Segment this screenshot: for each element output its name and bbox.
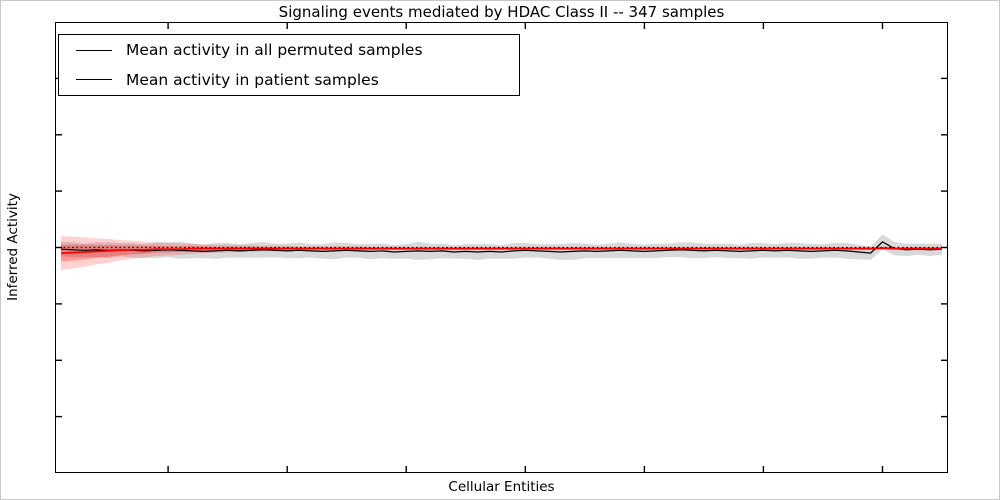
legend-item-permuted: Mean activity in all permuted samples — [59, 36, 519, 64]
legend-item-label: Mean activity in all permuted samples — [126, 41, 423, 60]
legend-item-patient: Mean activity in patient samples — [59, 66, 519, 94]
legend-line-swatch-black — [76, 49, 112, 51]
legend-item-label: Mean activity in patient samples — [126, 70, 379, 89]
x-axis-label: Cellular Entities — [448, 479, 555, 495]
legend: Mean activity in all permuted samples Me… — [58, 34, 520, 96]
chart-title: Signaling events mediated by HDAC Class … — [278, 3, 725, 21]
legend-line-swatch-red — [76, 79, 112, 81]
y-axis-label: Inferred Activity — [5, 193, 21, 301]
